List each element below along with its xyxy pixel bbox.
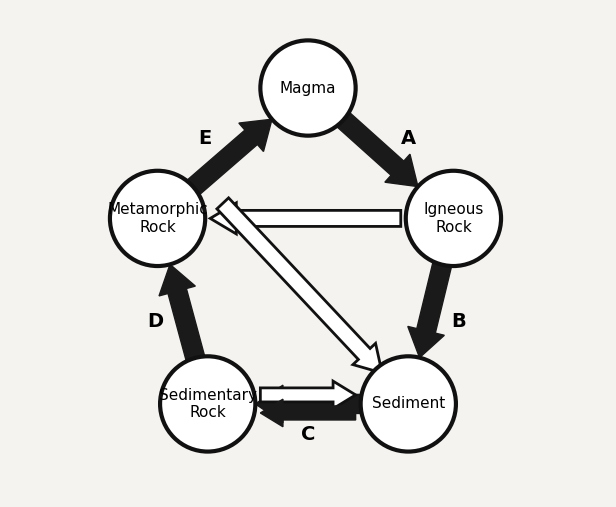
Text: Metamorphic
Rock: Metamorphic Rock	[107, 202, 208, 235]
FancyArrow shape	[217, 198, 382, 373]
Text: Igneous
Rock: Igneous Rock	[423, 202, 484, 235]
Circle shape	[261, 41, 355, 136]
FancyArrow shape	[256, 385, 360, 423]
Text: A: A	[401, 129, 416, 148]
FancyArrow shape	[210, 203, 401, 234]
Circle shape	[110, 171, 205, 266]
Text: C: C	[301, 424, 315, 444]
Text: D: D	[147, 312, 163, 331]
Circle shape	[360, 356, 456, 452]
FancyArrow shape	[408, 263, 452, 357]
Text: B: B	[451, 312, 466, 331]
FancyArrow shape	[261, 399, 355, 427]
FancyArrow shape	[261, 381, 355, 409]
Text: Magma: Magma	[280, 81, 336, 95]
Circle shape	[406, 171, 501, 266]
Text: E: E	[198, 129, 212, 148]
Circle shape	[160, 356, 256, 452]
FancyArrow shape	[337, 113, 418, 187]
FancyArrow shape	[187, 119, 272, 194]
Text: Sediment: Sediment	[371, 396, 445, 412]
FancyArrow shape	[159, 264, 205, 360]
Text: Sedimentary
Rock: Sedimentary Rock	[159, 388, 257, 420]
